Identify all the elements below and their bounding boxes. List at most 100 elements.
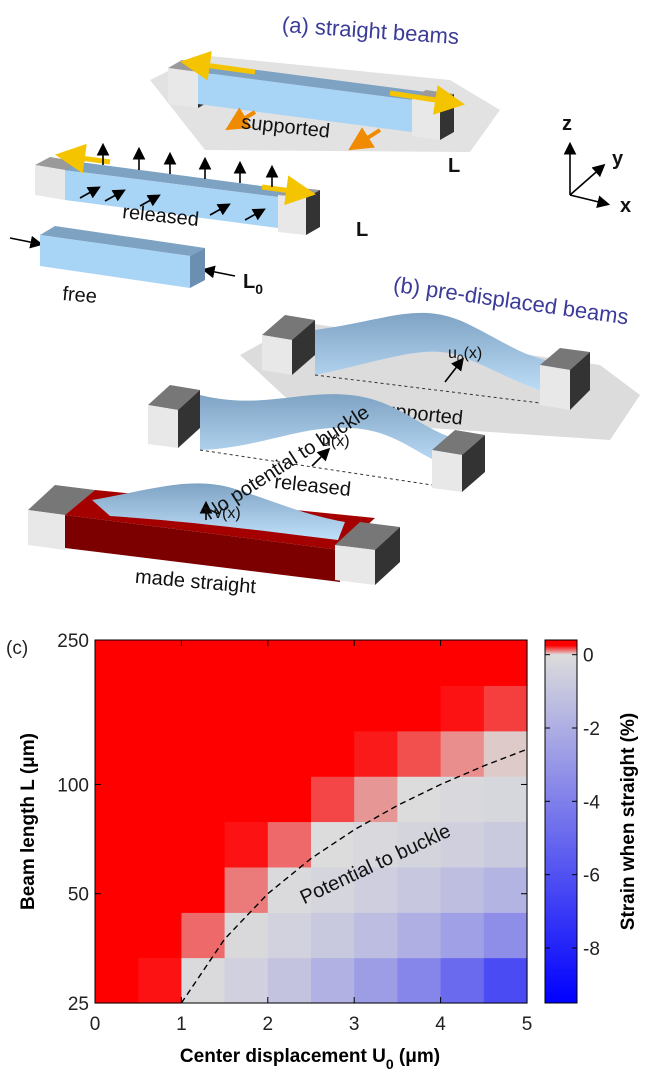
heatmap-cell bbox=[483, 912, 528, 959]
heatmap-cell bbox=[440, 912, 485, 959]
heatmap-cell bbox=[440, 730, 485, 777]
heatmap-cell bbox=[397, 821, 442, 868]
block bbox=[432, 450, 462, 492]
beam bbox=[65, 162, 292, 197]
y-tick-label: 25 bbox=[68, 994, 89, 1015]
x-tick-label: 4 bbox=[435, 1014, 446, 1035]
block bbox=[28, 485, 95, 515]
block bbox=[540, 348, 590, 370]
label: u(x) bbox=[322, 433, 350, 450]
heatmap-cell bbox=[354, 730, 398, 777]
y-tick-label: 100 bbox=[57, 775, 89, 796]
heatmap-cell bbox=[95, 730, 139, 777]
beam bbox=[200, 394, 460, 470]
y-tick-label: 50 bbox=[68, 885, 89, 906]
heatmap-cell bbox=[267, 730, 312, 777]
beam bbox=[40, 226, 205, 256]
heatmap-cell bbox=[354, 685, 398, 732]
heatmap-cell bbox=[224, 821, 269, 868]
heatmap-cell bbox=[267, 912, 312, 959]
heatmap-cell bbox=[224, 776, 269, 823]
label-main: L bbox=[243, 271, 255, 293]
label-main: u bbox=[448, 345, 457, 362]
colorbar-tick-label: -2 bbox=[583, 719, 600, 740]
x-tick-label: 3 bbox=[349, 1014, 360, 1035]
arrow bbox=[261, 175, 316, 206]
heatmap-cell bbox=[354, 776, 398, 823]
arrow bbox=[348, 127, 382, 151]
heatmap-cell bbox=[224, 957, 269, 1004]
block bbox=[278, 195, 306, 235]
block bbox=[148, 405, 178, 448]
heatmap-cell bbox=[311, 685, 355, 732]
panel-a-title: (a) straight beams bbox=[281, 12, 460, 49]
dashed-line bbox=[314, 374, 541, 404]
heatmap-cell bbox=[397, 866, 442, 913]
heatmap-cell bbox=[138, 821, 182, 868]
colorbar-tick-label: 0 bbox=[583, 646, 594, 667]
axis-name: x bbox=[620, 195, 631, 217]
y-tick-label: 250 bbox=[57, 631, 89, 652]
block bbox=[335, 545, 375, 585]
heatmap-cell bbox=[95, 640, 139, 686]
axis-name: z bbox=[562, 113, 572, 135]
heatmap-cell bbox=[311, 640, 355, 686]
block bbox=[262, 315, 315, 340]
arrow bbox=[444, 357, 464, 383]
heatmap-cell bbox=[95, 957, 139, 1004]
x-tick-label: 5 bbox=[522, 1014, 533, 1035]
heatmap-cell bbox=[354, 912, 398, 959]
heatmap-cell bbox=[397, 912, 442, 959]
heatmap-cell bbox=[181, 776, 226, 823]
heatmap-cell bbox=[138, 957, 182, 1004]
heatmap-cell bbox=[267, 957, 312, 1004]
heatmap-cell bbox=[224, 640, 269, 686]
heatmap-cell bbox=[181, 730, 226, 777]
x-axis-label-main: Center displacement U bbox=[180, 1046, 386, 1067]
block bbox=[462, 435, 485, 492]
heatmap-cell bbox=[440, 957, 485, 1004]
y-axis-label: Beam length L (μm) bbox=[18, 733, 39, 910]
heatmap-cell bbox=[397, 776, 442, 823]
heatmap-cell bbox=[267, 866, 312, 913]
label: made straight bbox=[134, 566, 257, 599]
heatmap-cell bbox=[483, 776, 528, 823]
heatmap-cell bbox=[311, 730, 355, 777]
heatmap-cell bbox=[267, 821, 312, 868]
label-sub: 0 bbox=[457, 352, 464, 366]
heatmap-cell bbox=[311, 957, 355, 1004]
heatmap-cell bbox=[181, 912, 226, 959]
heatmap-cell bbox=[483, 957, 528, 1004]
axis-name: y bbox=[612, 148, 624, 170]
heatmap-cell bbox=[397, 685, 442, 732]
x-tick-label: 1 bbox=[176, 1014, 187, 1035]
heatmap-cell bbox=[95, 912, 139, 959]
block bbox=[35, 165, 65, 200]
x-tick-label: 0 bbox=[90, 1014, 101, 1035]
heatmap-cell bbox=[267, 685, 312, 732]
support bbox=[65, 515, 340, 582]
x-tick-label: 2 bbox=[263, 1014, 274, 1035]
heatmap-cell bbox=[138, 776, 182, 823]
colorbar-tick-label: -6 bbox=[583, 866, 600, 887]
heatmap-cell bbox=[440, 640, 485, 686]
x-axis-label-rest: (μm) bbox=[394, 1046, 440, 1067]
arrow bbox=[311, 447, 331, 467]
heatmap-cell bbox=[138, 730, 182, 777]
heatmap-cell bbox=[397, 640, 442, 686]
heatmap-cell bbox=[311, 776, 355, 823]
arrows bbox=[9, 142, 279, 279]
arrow bbox=[225, 107, 257, 131]
heatmap-cell bbox=[181, 640, 226, 686]
heatmap-cell bbox=[483, 640, 528, 686]
heatmap-cell bbox=[440, 776, 485, 823]
beam bbox=[198, 72, 412, 132]
beam bbox=[198, 64, 426, 100]
heatmap-cell bbox=[181, 685, 226, 732]
block bbox=[335, 522, 400, 550]
heatmap-cell bbox=[397, 730, 442, 777]
block bbox=[168, 68, 198, 108]
beam bbox=[315, 312, 555, 395]
heatmap-cell bbox=[440, 866, 485, 913]
